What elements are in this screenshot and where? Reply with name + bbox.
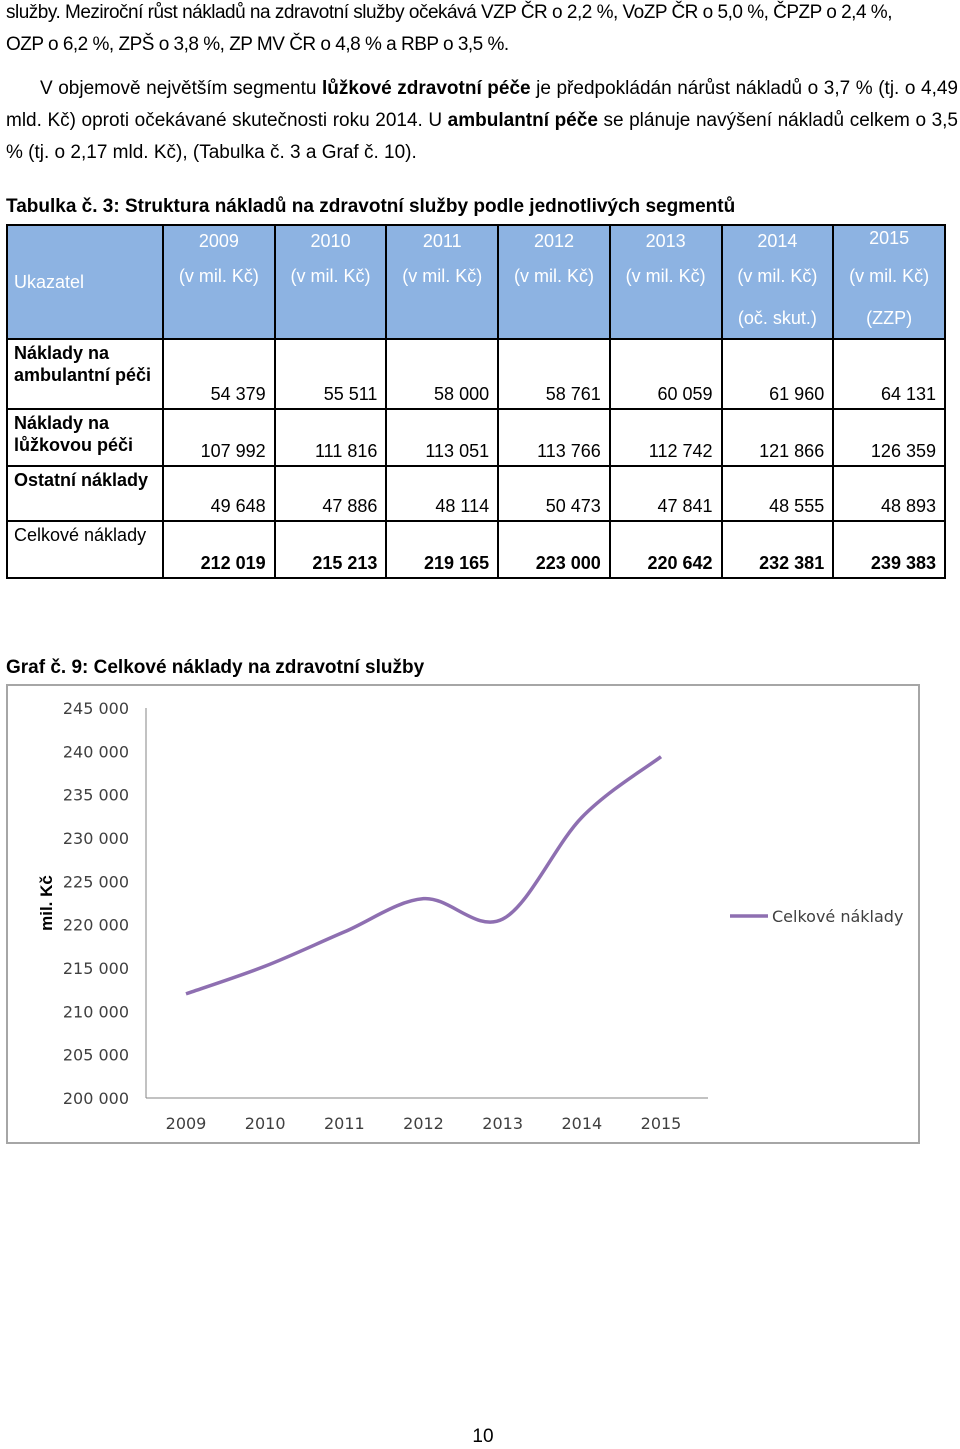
- header-year: 2013: [645, 231, 686, 251]
- x-tick-label: 2010: [245, 1114, 286, 1133]
- y-tick-label: 230 000: [63, 829, 129, 848]
- table-cell: 113 051: [385, 408, 500, 467]
- x-tick-label: 2013: [482, 1114, 523, 1133]
- table-cell: 112 742: [608, 408, 723, 467]
- y-axis-label: mil. Kč: [37, 875, 56, 931]
- header-year: 2014: [757, 231, 798, 251]
- table-cell: 107 992: [162, 408, 276, 467]
- table-cell: 47 841: [608, 465, 723, 522]
- table-cell: 223 000: [497, 520, 611, 579]
- table-cell: 48 555: [720, 465, 835, 522]
- header-unit: (v mil. Kč): [737, 266, 818, 286]
- y-tick-label: 210 000: [63, 1002, 129, 1021]
- body-text-e: se plánuje navýšení nákladů celkem o 3,5…: [6, 110, 958, 163]
- body-text-c: je předpokládán nárůst nákladů o 3,7 % (…: [6, 78, 958, 131]
- x-tick-label: 2015: [641, 1114, 682, 1133]
- table-cell: 212 019: [162, 520, 276, 579]
- y-tick-label: 235 000: [63, 786, 129, 805]
- header-cell-2013: 2013 (v mil. Kč): [608, 224, 723, 340]
- body-bold-inpatient: lůžkové zdravotní péče: [322, 78, 531, 99]
- y-tick-label: 240 000: [63, 742, 129, 761]
- table-cell: 54 379: [162, 338, 276, 410]
- table-cell: 232 381: [720, 520, 835, 579]
- y-tick-label: 245 000: [63, 699, 129, 718]
- legend-label: Celkové náklady: [772, 907, 903, 926]
- table-row: Náklady na ambulantní péči 54 379 55 511…: [6, 338, 946, 410]
- row-label: Ostatní náklady: [6, 465, 164, 522]
- header-year: 2010: [310, 231, 351, 251]
- series-line: [185, 755, 663, 996]
- cost-structure-table: Ukazatel 2009 (v mil. Kč) 2010 (v mil. Kč)…: [6, 224, 946, 579]
- x-tick-label: 2011: [324, 1114, 365, 1133]
- intro-line-2: OZP o 6,2 %, ZPŠ o 3,8 %, ZP MV ČR o 4,8…: [6, 34, 509, 55]
- header-cell-2010: 2010 (v mil. Kč): [273, 224, 388, 340]
- table-cell: 113 766: [497, 408, 611, 467]
- header-label-cell: Ukazatel: [6, 224, 164, 340]
- table-cell: 219 165: [385, 520, 500, 579]
- y-tick-label: 220 000: [63, 916, 129, 935]
- header-extra: (ZZP): [866, 308, 913, 328]
- table-cell: 60 059: [608, 338, 723, 410]
- x-tick-label: 2012: [403, 1114, 444, 1133]
- header-unit: (v mil. Kč): [178, 266, 259, 286]
- table-cell: 58 000: [385, 338, 500, 410]
- table-cell: 64 131: [832, 338, 946, 410]
- row-label: Celkové náklady: [6, 520, 164, 579]
- body-paragraph: V objemově největším segmentu lůžkové zd…: [6, 73, 958, 169]
- row-label: Náklady na lůžkovou péči: [6, 408, 164, 467]
- header-unit: (v mil. Kč): [402, 266, 483, 286]
- table-row: Náklady na lůžkovou péči 107 992 111 816…: [6, 408, 946, 467]
- header-year: 2011: [422, 231, 462, 251]
- y-tick-label: 225 000: [63, 872, 129, 891]
- table-cell: 61 960: [720, 338, 835, 410]
- table-cell: 126 359: [832, 408, 946, 467]
- header-cell-2011: 2011 (v mil. Kč): [385, 224, 500, 340]
- table-cell: 47 886: [273, 465, 388, 522]
- table-cell: 111 816: [273, 408, 388, 467]
- header-unit: (v mil. Kč): [625, 266, 706, 286]
- chart-caption: Graf č. 9: Celkové náklady na zdravotní …: [6, 657, 425, 678]
- header-cell-2009: 2009 (v mil. Kč): [162, 224, 276, 340]
- header-unit: (v mil. Kč): [290, 266, 371, 286]
- header-cell-2015: 2015 (v mil. Kč) (ZZP): [832, 224, 946, 340]
- header-year: 2009: [198, 231, 239, 251]
- row-label: Náklady na ambulantní péči: [6, 338, 164, 410]
- table-cell: 49 648: [162, 465, 276, 522]
- y-tick-label: 205 000: [63, 1046, 129, 1065]
- header-year: 2015: [869, 228, 910, 248]
- intro-paragraph: služby. Meziroční růst nákladů na zdravo…: [6, 0, 958, 61]
- table-cell: 239 383: [832, 520, 946, 579]
- body-bold-outpatient: ambulantní péče: [447, 110, 598, 131]
- table-row-total: Celkové náklady 212 019 215 213 219 165 …: [6, 520, 946, 579]
- header-cell-2014: 2014 (v mil. Kč) (oč. skut.): [720, 224, 835, 340]
- table-cell: 121 866: [720, 408, 835, 467]
- table-cell: 48 114: [385, 465, 500, 522]
- x-tick-label: 2009: [166, 1114, 207, 1133]
- intro-line-1: služby. Meziroční růst nákladů na zdravo…: [6, 2, 892, 23]
- body-text-a: V objemově největším segmentu: [40, 78, 323, 99]
- header-unit: (v mil. Kč): [849, 266, 930, 286]
- table-cell: 58 761: [497, 338, 611, 410]
- header-cell-2012: 2012 (v mil. Kč): [497, 224, 611, 340]
- header-extra: (oč. skut.): [737, 308, 817, 328]
- chart-frame: 200 000 205 000 210 000 215 000 220 000 225 0…: [6, 684, 920, 1144]
- total-costs-chart: 200 000 205 000 210 000 215 000 220 000 225 0…: [37, 699, 903, 1133]
- header-year: 2012: [533, 231, 574, 251]
- table-header-row: Ukazatel 2009 (v mil. Kč) 2010 (v mil. Kč)…: [6, 224, 946, 340]
- table-cell: 55 511: [273, 338, 388, 410]
- table-cell: 48 893: [832, 465, 946, 522]
- table-cell: 215 213: [273, 520, 388, 579]
- page-number: 10: [472, 1426, 494, 1447]
- table-caption: Tabulka č. 3: Struktura nákladů na zdrav…: [6, 196, 736, 217]
- header-unit: (v mil. Kč): [513, 266, 594, 286]
- y-tick-label: 200 000: [63, 1089, 129, 1108]
- table-row: Ostatní náklady 49 648 47 886 48 114 50 …: [6, 465, 946, 522]
- y-tick-label: 215 000: [63, 959, 129, 978]
- x-tick-label: 2014: [561, 1114, 602, 1133]
- table-cell: 220 642: [608, 520, 723, 579]
- header-label: Ukazatel: [14, 272, 85, 292]
- table-cell: 50 473: [497, 465, 611, 522]
